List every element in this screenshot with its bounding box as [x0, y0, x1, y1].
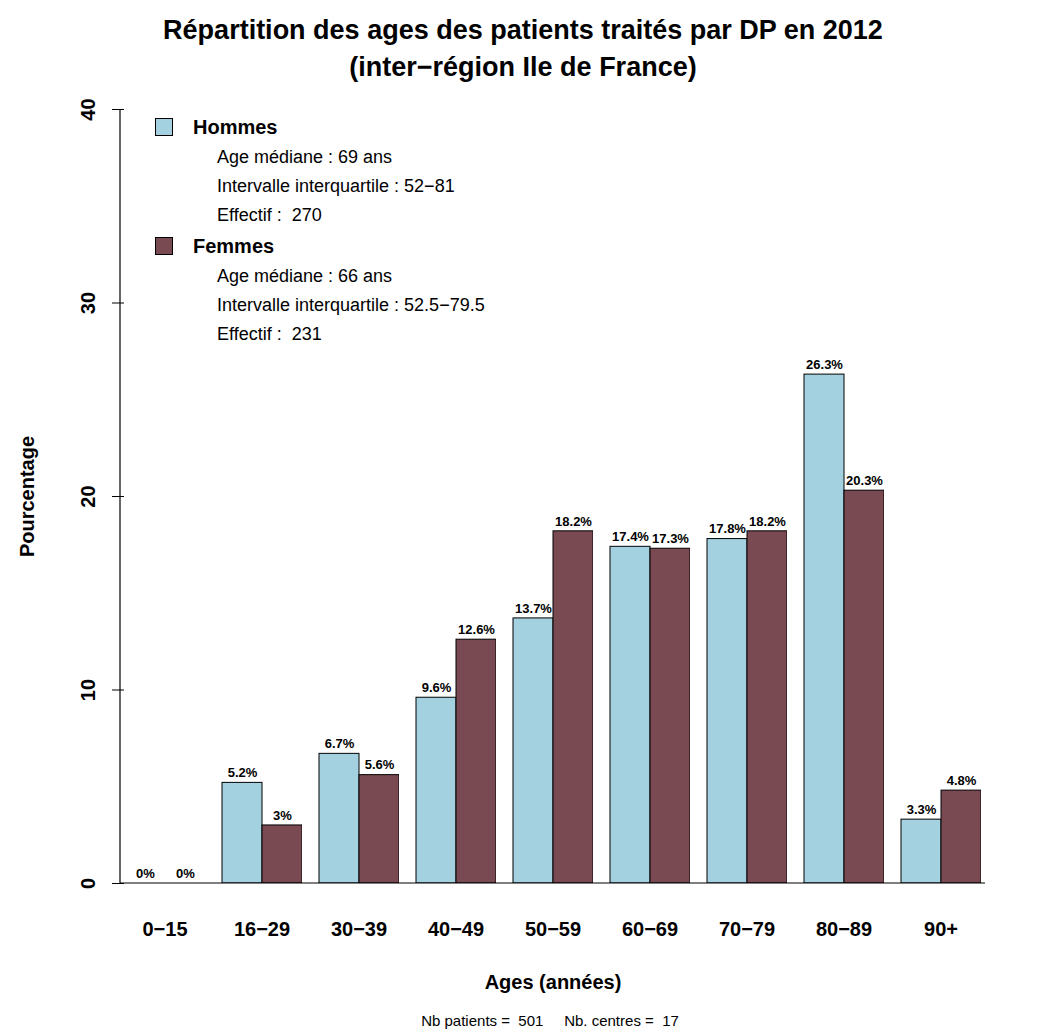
- svg-text:70−79: 70−79: [719, 918, 775, 940]
- svg-text:17.8%: 17.8%: [709, 521, 746, 536]
- svg-text:Ages (années): Ages (années): [485, 971, 622, 993]
- svg-text:0−15: 0−15: [142, 918, 187, 940]
- svg-text:30−39: 30−39: [331, 918, 387, 940]
- svg-text:18.2%: 18.2%: [749, 513, 786, 528]
- svg-text:80−89: 80−89: [816, 918, 872, 940]
- html-text:Intervalle interquartile : 52.: Intervalle interquartile : 52.5−79.5: [217, 295, 485, 315]
- html-text:Répartition des ages des patie: Répartition des ages des patients traité…: [163, 15, 883, 45]
- svg-text:0: 0: [77, 878, 99, 889]
- svg-text:17.3%: 17.3%: [652, 531, 689, 546]
- svg-text:40−49: 40−49: [428, 918, 484, 940]
- svg-text:0%: 0%: [136, 866, 155, 881]
- svg-text:17.4%: 17.4%: [612, 529, 649, 544]
- svg-text:20.3%: 20.3%: [846, 473, 883, 488]
- svg-text:16−29: 16−29: [234, 918, 290, 940]
- svg-text:13.7%: 13.7%: [515, 601, 552, 616]
- svg-text:60−69: 60−69: [622, 918, 678, 940]
- svg-text:5.6%: 5.6%: [365, 757, 395, 772]
- svg-text:9.6%: 9.6%: [422, 680, 452, 695]
- svg-text:30: 30: [77, 292, 99, 314]
- html-text:(inter−région Ile de France): (inter−région Ile de France): [349, 52, 697, 82]
- svg-text:50−59: 50−59: [525, 918, 581, 940]
- svg-text:0%: 0%: [176, 866, 195, 881]
- html-text:Nb patients = 501 Nb. centres: Nb patients = 501 Nb. centres = 17: [421, 1012, 679, 1029]
- html-text:Femmes: Femmes: [193, 234, 275, 257]
- svg-text:3.3%: 3.3%: [907, 802, 937, 817]
- svg-text:Pourcentage: Pourcentage: [16, 436, 38, 557]
- svg-text:4.8%: 4.8%: [947, 773, 977, 788]
- svg-text:18.2%: 18.2%: [555, 513, 592, 528]
- html-text:Age médiane : 69 ans: Age médiane : 69 ans: [217, 147, 393, 167]
- html-text:Effectif : 270: Effectif : 270: [217, 205, 322, 225]
- svg-text:26.3%: 26.3%: [806, 357, 843, 372]
- svg-text:5.2%: 5.2%: [228, 765, 258, 780]
- html-text:Effectif : 231: Effectif : 231: [217, 324, 322, 344]
- svg-text:3%: 3%: [273, 808, 292, 823]
- html-text:Intervalle interquartile : 52−: Intervalle interquartile : 52−81: [217, 176, 455, 196]
- svg-text:90+: 90+: [924, 918, 958, 940]
- svg-text:12.6%: 12.6%: [458, 622, 495, 637]
- svg-text:20: 20: [77, 485, 99, 507]
- html-text:Age médiane : 66 ans: Age médiane : 66 ans: [217, 266, 393, 286]
- svg-text:40: 40: [77, 98, 99, 120]
- html-text:Hommes: Hommes: [193, 115, 278, 138]
- svg-text:6.7%: 6.7%: [325, 736, 355, 751]
- svg-text:10: 10: [77, 679, 99, 701]
